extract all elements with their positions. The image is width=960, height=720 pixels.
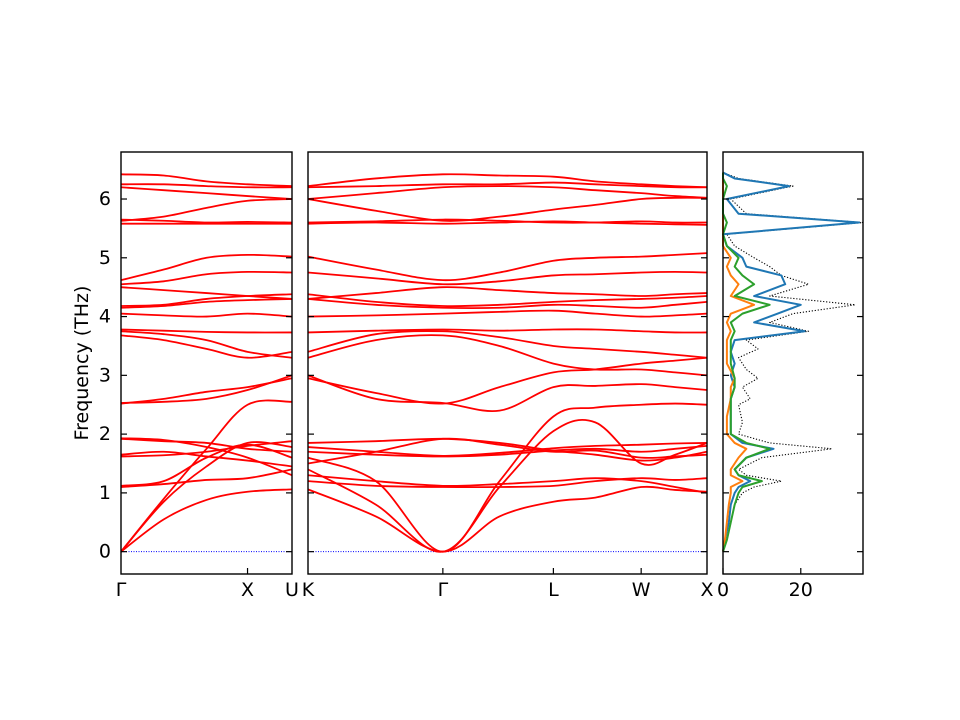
band-line: [307, 173, 708, 189]
x-tick-label: K: [302, 579, 315, 601]
band-line: [307, 330, 708, 359]
y-tick-label: 6: [99, 188, 111, 210]
band-line: [120, 468, 293, 488]
band-line: [120, 440, 293, 458]
band-line: [307, 293, 708, 308]
band-structure-chart: Γ X U 0 1 2 3 4 5 6 K Γ L W X: [99, 151, 714, 601]
band-line: [307, 181, 708, 189]
x-tick-label: L: [548, 579, 559, 601]
dos-panel-frame: [722, 151, 864, 575]
band-line: [120, 443, 293, 487]
band-line: [307, 419, 708, 553]
y-axis-label: Frequency (THz): [71, 286, 93, 441]
band-line: [307, 271, 708, 286]
dos-chart: 0 20: [717, 151, 864, 601]
band-line: [120, 312, 293, 318]
x-tick-label: U: [285, 579, 299, 601]
band-line: [120, 253, 293, 282]
x-tick-label: W: [632, 579, 651, 601]
band-line: [307, 437, 708, 462]
x-tick-label: 20: [789, 579, 813, 601]
band-line: [307, 437, 708, 465]
band-line: [307, 477, 708, 489]
band-line: [120, 293, 293, 307]
band-line: [307, 309, 708, 318]
y-tick-label: 3: [99, 364, 111, 386]
band-line: [120, 488, 293, 553]
band-line: [307, 474, 708, 494]
x-tick-label: X: [700, 579, 713, 601]
y-tick-label: 0: [99, 541, 111, 563]
band-line: [120, 334, 293, 359]
band-line: [307, 218, 708, 224]
band-line: [307, 220, 708, 226]
band-line: [307, 356, 708, 405]
band-line: [120, 218, 293, 224]
band-line: [307, 442, 708, 457]
band-panel-1: Γ X U 0 1 2 3 4 5 6: [99, 151, 299, 601]
band-line: [120, 198, 293, 222]
x-tick-label: Γ: [116, 579, 127, 601]
band-line: [120, 173, 293, 187]
y-tick-label: 2: [99, 423, 111, 445]
band-line: [307, 286, 708, 300]
band-line: [120, 330, 293, 359]
x-tick-label: X: [241, 579, 254, 601]
band-line: [120, 437, 293, 477]
band-line: [307, 252, 708, 282]
band-line: [120, 298, 293, 309]
band-line: [307, 485, 708, 553]
x-tick-label: Γ: [438, 579, 449, 601]
band-line: [120, 186, 293, 200]
band-line: [307, 196, 708, 222]
band-line: [120, 437, 293, 453]
band-line: [120, 374, 293, 404]
band-line: [120, 399, 293, 553]
band-line: [307, 328, 708, 334]
band-line: [120, 377, 293, 405]
band-line: [307, 374, 708, 413]
band-line: [307, 298, 708, 310]
band-line: [307, 402, 708, 553]
y-tick-label: 5: [99, 247, 111, 269]
x-tick-label: 0: [717, 579, 729, 601]
band-line: [120, 183, 293, 189]
y-tick-label: 1: [99, 482, 111, 504]
y-tick-label: 4: [99, 306, 111, 328]
band-panel-frame: [120, 151, 293, 575]
band-line: [307, 334, 708, 377]
band-line: [307, 185, 708, 200]
band-line: [120, 328, 293, 334]
band-panel-frame: [307, 151, 708, 575]
dos-series-line: [722, 172, 864, 552]
band-line: [120, 270, 293, 286]
band-line: [120, 286, 293, 300]
